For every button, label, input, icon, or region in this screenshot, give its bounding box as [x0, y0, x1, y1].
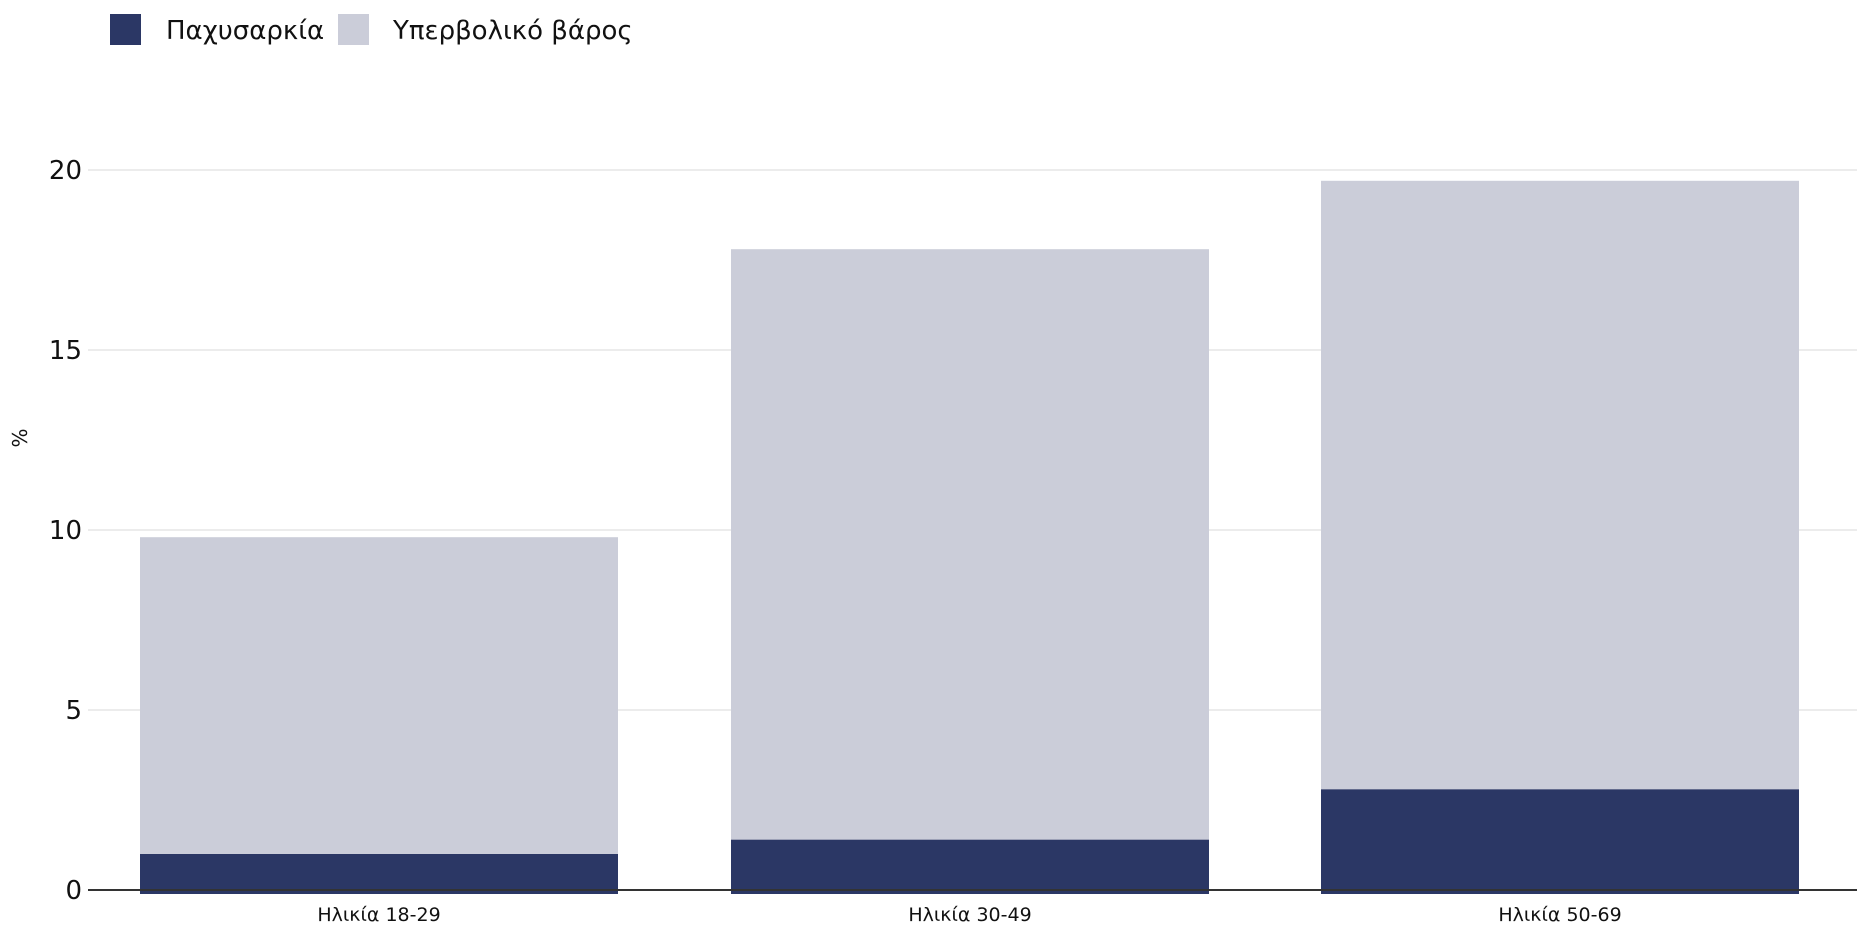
- bar-overweight-2: [731, 249, 1209, 840]
- bar-obesity-3: [1321, 789, 1799, 894]
- y-axis-title: %: [8, 428, 32, 447]
- bar-obesity-2: [731, 839, 1209, 894]
- y-tick-label: 0: [65, 876, 82, 906]
- legend-swatch-1: [110, 14, 141, 45]
- bars: [140, 180, 1799, 894]
- y-tick-label: 10: [49, 516, 82, 546]
- legend-label-1: Παχυσαρκία: [166, 16, 324, 46]
- axes: 0 5 10 15 20 Ηλικία 18-29 Ηλικία 30-49 Ηλικία 5…: [49, 156, 1857, 926]
- x-tick-label: Ηλικία 50-69: [1498, 904, 1621, 926]
- bar-overweight-3: [1321, 180, 1799, 790]
- x-tick-label: Ηλικία 30-49: [908, 904, 1031, 926]
- bar-overweight-1: [140, 537, 618, 854]
- y-tick-label: 15: [49, 336, 82, 366]
- legend-label-2: Υπερβολικό βάρος: [392, 16, 633, 46]
- y-tick-label: 5: [65, 696, 82, 726]
- legend: Παχυσαρκία Υπερβολικό βάρος: [110, 14, 633, 46]
- y-tick-label: 20: [49, 156, 82, 186]
- legend-swatch-2: [338, 14, 369, 45]
- bar-obesity-1: [140, 854, 618, 894]
- x-tick-label: Ηλικία 18-29: [317, 904, 440, 926]
